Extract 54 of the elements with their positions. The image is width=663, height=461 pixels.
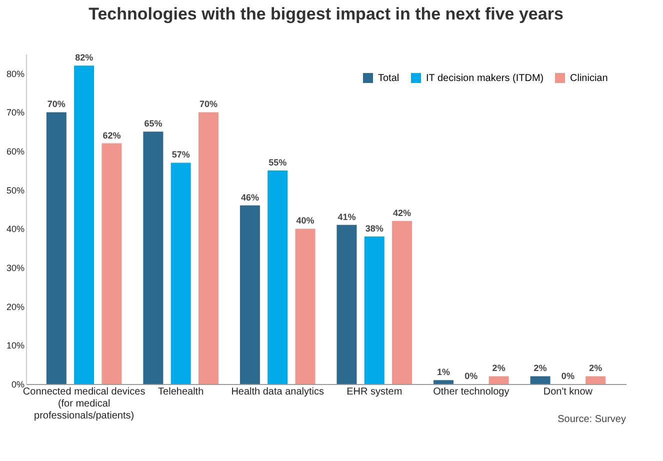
bar xyxy=(170,162,191,384)
bar xyxy=(434,380,454,384)
bar xyxy=(392,220,412,384)
bar xyxy=(488,376,509,384)
x-tick-label: EHR system xyxy=(346,386,402,398)
data-label: 38% xyxy=(365,223,384,234)
data-label: 62% xyxy=(102,130,121,140)
data-label: 57% xyxy=(172,150,190,160)
bar xyxy=(268,170,288,384)
x-tick-label: Telehealth xyxy=(158,386,204,398)
data-label: 65% xyxy=(144,118,162,129)
data-label: 0% xyxy=(561,371,574,381)
data-label: 2% xyxy=(534,363,547,374)
y-tick-label: 10% xyxy=(6,340,24,351)
legend-label: Clinician xyxy=(570,73,608,84)
data-label: 2% xyxy=(492,363,506,374)
data-label: 40% xyxy=(296,216,314,226)
data-label: 46% xyxy=(240,192,259,202)
bar xyxy=(143,132,164,384)
data-label: 42% xyxy=(393,208,412,218)
source-note: Source: Survey xyxy=(558,414,626,425)
data-label: 1% xyxy=(437,367,450,378)
y-tick-label: 80% xyxy=(6,68,24,79)
bar xyxy=(364,236,384,384)
data-label: 55% xyxy=(268,157,287,168)
y-tick-label: 20% xyxy=(6,302,24,312)
legend-label: Total xyxy=(378,73,400,84)
data-label: 70% xyxy=(199,99,218,110)
y-tick-label: 60% xyxy=(6,146,24,157)
y-tick-label: 40% xyxy=(6,224,24,234)
x-tick-label: Don't know xyxy=(543,386,594,398)
data-label: 82% xyxy=(75,52,94,63)
bar xyxy=(240,205,260,384)
chart-title: Technologies with the biggest impact in the next five years xyxy=(88,4,564,24)
x-tick-label: Other technology xyxy=(433,386,510,398)
bar xyxy=(46,112,66,384)
bar xyxy=(295,228,316,384)
y-tick-label: 70% xyxy=(6,108,24,118)
x-tick-label: Health data analytics xyxy=(231,386,324,398)
bar xyxy=(586,376,606,384)
bar xyxy=(530,376,550,384)
legend-label: IT decision makers (ITDM) xyxy=(426,73,544,84)
bar xyxy=(102,143,122,384)
data-label: 0% xyxy=(464,371,478,381)
bar xyxy=(198,112,218,384)
x-tick-label: Connected medical devices (for medical professionals/patients) xyxy=(22,386,146,422)
data-label: 2% xyxy=(589,363,602,374)
data-label: 70% xyxy=(47,99,66,110)
bar xyxy=(336,224,357,384)
y-tick-label: 30% xyxy=(6,263,24,274)
y-tick-label: 0% xyxy=(11,380,24,390)
y-tick-label: 50% xyxy=(6,185,24,196)
data-label: 41% xyxy=(338,212,356,222)
bar xyxy=(74,66,94,384)
